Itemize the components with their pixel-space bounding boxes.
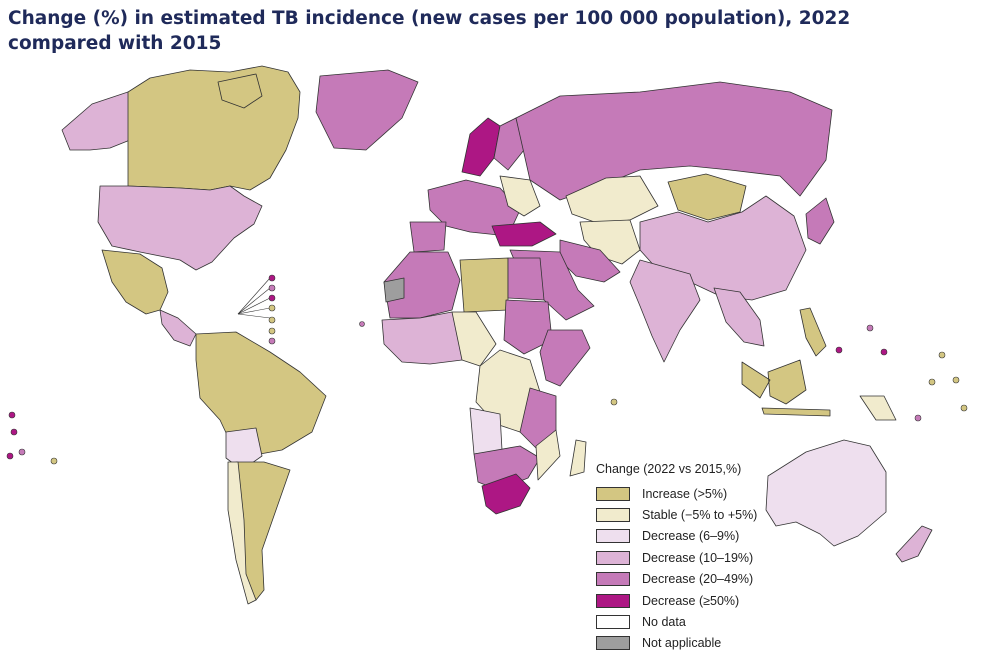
region-kazakhstan <box>565 175 659 225</box>
region-alaska <box>61 91 135 151</box>
region-central-asia <box>579 219 641 265</box>
legend-label: No data <box>642 615 686 630</box>
island-marker <box>938 351 946 359</box>
legend-label: Stable (−5% to +5%) <box>642 508 758 523</box>
legend-item: Stable (−5% to +5%) <box>596 504 786 525</box>
region-southeast-asia <box>713 287 765 347</box>
world-map <box>6 65 968 605</box>
legend-label: Decrease (6–9%) <box>642 529 740 544</box>
island-marker <box>960 404 968 412</box>
island-marker <box>835 346 843 354</box>
region-finland <box>493 117 525 171</box>
legend-label: Not applicable <box>642 636 722 651</box>
region-japan <box>805 197 835 245</box>
region-india <box>629 259 701 363</box>
region-mexico <box>101 249 169 315</box>
island-marker <box>610 398 618 406</box>
legend-item: Not applicable <box>596 633 786 654</box>
legend-swatch <box>596 572 630 587</box>
region-turkey <box>491 221 557 247</box>
region-sahel <box>451 311 497 367</box>
island-marker <box>8 411 16 419</box>
legend-item: Decrease (10–19%) <box>596 547 786 568</box>
legend-swatch <box>596 615 630 630</box>
region-egypt <box>507 257 545 301</box>
region-png <box>859 395 897 421</box>
legend-label: Decrease (10–19%) <box>642 550 754 565</box>
island-marker <box>268 274 276 282</box>
region-south-africa <box>481 473 531 515</box>
legend-items: Increase (>5%) Stable (−5% to +5%) Decreas… <box>596 483 786 654</box>
legend-swatch <box>596 593 630 608</box>
region-madagascar <box>569 439 587 477</box>
legend-swatch <box>596 636 630 651</box>
map-legend: Change (2022 vs 2015,%) Increase (>5%) St… <box>596 462 786 654</box>
region-scandinavia <box>461 117 501 177</box>
region-chile <box>227 461 257 605</box>
region-canada-islands <box>217 73 263 109</box>
island-marker <box>952 376 960 384</box>
island-marker <box>6 452 14 460</box>
legend-swatch <box>596 550 630 565</box>
island-marker <box>914 414 922 422</box>
region-australia <box>765 439 887 547</box>
island-marker <box>50 457 58 465</box>
map-title: Change (%) in estimated TB incidence (ne… <box>8 8 851 54</box>
region-south-america-north <box>195 331 327 455</box>
legend-swatch <box>596 529 630 544</box>
legend-swatch <box>596 486 630 501</box>
legend-label: Decrease (≥50%) <box>642 593 740 608</box>
region-indonesia <box>741 359 831 417</box>
island-marker <box>268 284 276 292</box>
legend-item: Increase (>5%) <box>596 483 786 504</box>
region-mongolia <box>667 173 747 221</box>
island-marker <box>880 348 888 356</box>
region-libya <box>459 257 509 313</box>
island-marker <box>18 448 26 456</box>
island-marker <box>359 321 365 327</box>
region-new-zealand <box>895 525 933 563</box>
region-horn <box>539 329 591 387</box>
region-north-africa-west <box>383 251 461 319</box>
region-sudan <box>503 299 553 355</box>
island-marker <box>866 324 874 332</box>
island-marker <box>268 316 276 324</box>
island-marker <box>10 428 18 436</box>
island-marker <box>268 294 276 302</box>
island-marker <box>928 378 936 386</box>
island-marker <box>268 327 276 335</box>
legend-label: Increase (>5%) <box>642 486 728 501</box>
region-southern-africa <box>473 445 541 491</box>
island-marker <box>268 304 276 312</box>
region-western-sahara <box>383 277 405 303</box>
legend-item: No data <box>596 611 786 632</box>
legend-title: Change (2022 vs 2015,%) <box>596 462 742 476</box>
legend-swatch <box>596 508 630 523</box>
island-marker <box>268 337 276 345</box>
region-mozambique <box>535 429 561 481</box>
legend-item: Decrease (6–9%) <box>596 526 786 547</box>
region-eastern-europe <box>499 175 541 217</box>
legend-item: Decrease (20–49%) <box>596 569 786 590</box>
region-usa <box>97 185 263 271</box>
region-philippines <box>799 307 827 357</box>
region-greenland <box>315 69 419 151</box>
legend-label: Decrease (20–49%) <box>642 572 754 587</box>
region-angola <box>469 407 503 455</box>
region-canada <box>127 65 301 191</box>
region-central-america <box>159 309 197 347</box>
region-iberia <box>409 221 447 253</box>
legend-item: Decrease (≥50%) <box>596 590 786 611</box>
